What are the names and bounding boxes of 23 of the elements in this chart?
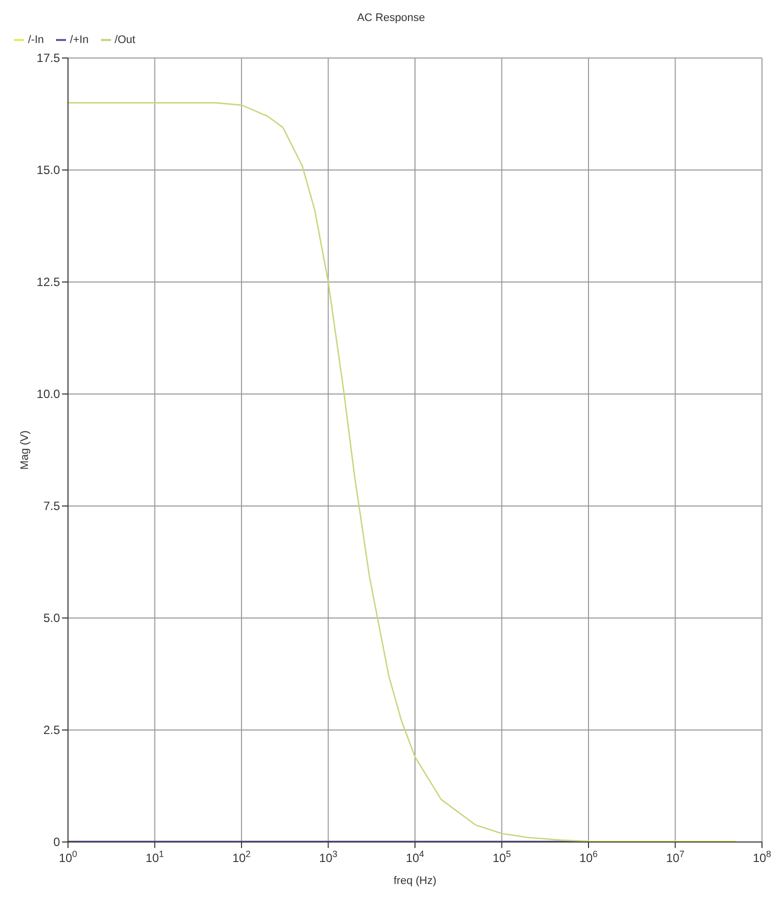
x-axis-title: freq (Hz) [394,875,436,887]
y-tick-label: 0 [53,835,60,849]
legend-label: /Out [114,34,136,46]
x-tick-label: 10$^{4}$ [406,849,424,865]
y-tick-label: 15.0 [36,163,60,177]
y-tick-label: 2.5 [43,723,60,737]
x-tick-label: 10$^{5}$ [492,849,511,865]
x-tick-label: 10$^{2}$ [232,849,251,865]
chart-title: AC Response [356,11,426,24]
y-tick-label: 12.5 [36,275,60,289]
y-tick-label: 10.0 [36,387,60,401]
y-axis-title: Mag (V) [18,430,31,470]
x-tick-label: 10$^{1}$ [146,849,164,865]
x-tick-label: 10$^{6}$ [579,849,598,865]
legend-label: /-In [28,34,44,46]
y-tick-label: 5.0 [43,611,60,625]
x-tick-label: 10$^{3}$ [319,849,338,865]
x-tick-label: 10$^{8}$ [752,849,772,865]
x-tick-label: 10$^{7}$ [666,849,684,865]
x-tick-label: 10$^{0}$ [58,849,78,865]
legend-label: /+In [70,34,89,46]
y-tick-label: 7.5 [43,499,60,513]
y-tick-label: 17.5 [36,51,60,65]
